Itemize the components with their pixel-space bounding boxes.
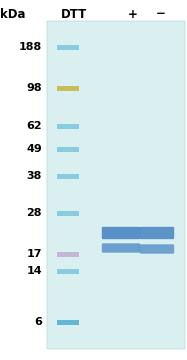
Text: 14: 14 [26, 266, 42, 276]
Bar [57, 320, 79, 324]
Text: 49: 49 [26, 144, 42, 154]
Text: DTT: DTT [61, 8, 87, 21]
Text: 17: 17 [27, 249, 42, 259]
FancyBboxPatch shape [102, 243, 140, 253]
Text: 38: 38 [27, 171, 42, 181]
Bar [57, 252, 79, 256]
FancyBboxPatch shape [47, 21, 185, 349]
Text: 98: 98 [26, 83, 42, 93]
FancyBboxPatch shape [140, 244, 174, 254]
FancyBboxPatch shape [102, 227, 140, 239]
Bar [57, 123, 79, 129]
Text: −: − [156, 8, 166, 21]
Bar [57, 174, 79, 179]
FancyBboxPatch shape [140, 227, 174, 239]
Text: +: + [128, 8, 138, 21]
Text: 6: 6 [34, 317, 42, 327]
Bar [57, 45, 79, 49]
Bar [57, 85, 79, 90]
Text: 28: 28 [27, 208, 42, 218]
Text: kDa: kDa [0, 8, 26, 21]
Bar [57, 211, 79, 216]
Bar [57, 269, 79, 274]
Text: 188: 188 [19, 42, 42, 52]
Bar [57, 147, 79, 152]
Text: 62: 62 [26, 121, 42, 131]
